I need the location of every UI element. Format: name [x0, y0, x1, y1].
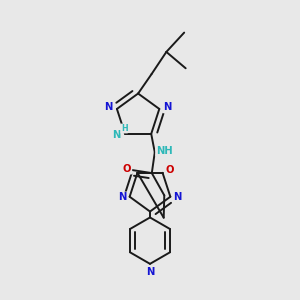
Text: H: H	[121, 124, 128, 133]
Text: O: O	[123, 164, 131, 174]
Text: N: N	[118, 192, 126, 202]
Text: N: N	[174, 192, 182, 202]
Text: N: N	[112, 130, 120, 140]
Text: O: O	[166, 165, 174, 176]
Text: N: N	[146, 267, 154, 277]
Text: NH: NH	[156, 146, 172, 156]
Text: N: N	[104, 102, 113, 112]
Text: N: N	[164, 102, 172, 112]
